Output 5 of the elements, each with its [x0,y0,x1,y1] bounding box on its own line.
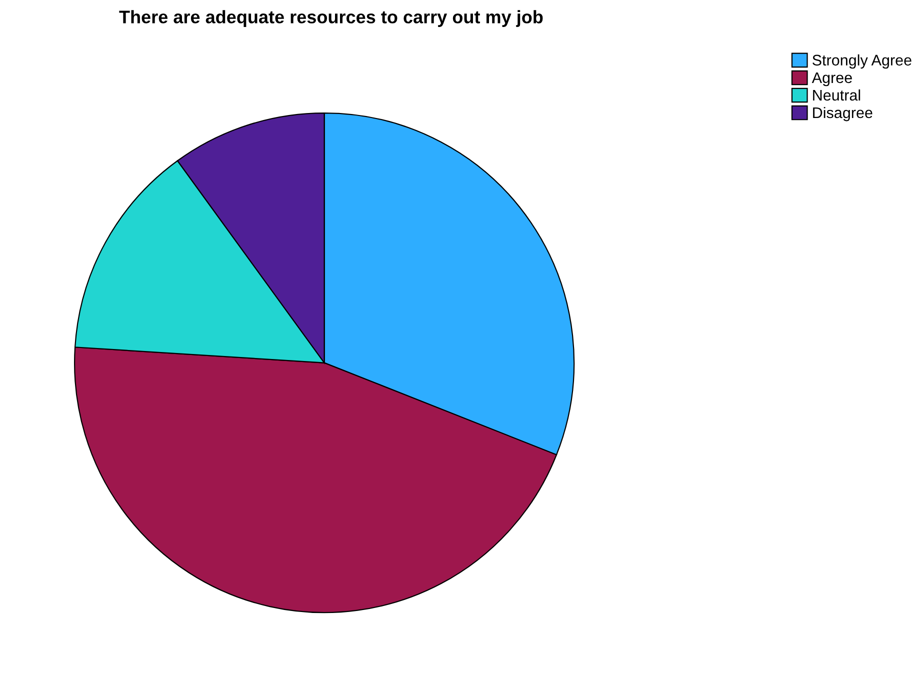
legend-label: Disagree [813,106,872,122]
legend-label: Agree [812,72,852,86]
chart-title: There are adequate resources to carry out my job [119,10,543,27]
legend-label: Strongly Agree [812,54,912,69]
legend-label: Neutral [813,89,860,101]
